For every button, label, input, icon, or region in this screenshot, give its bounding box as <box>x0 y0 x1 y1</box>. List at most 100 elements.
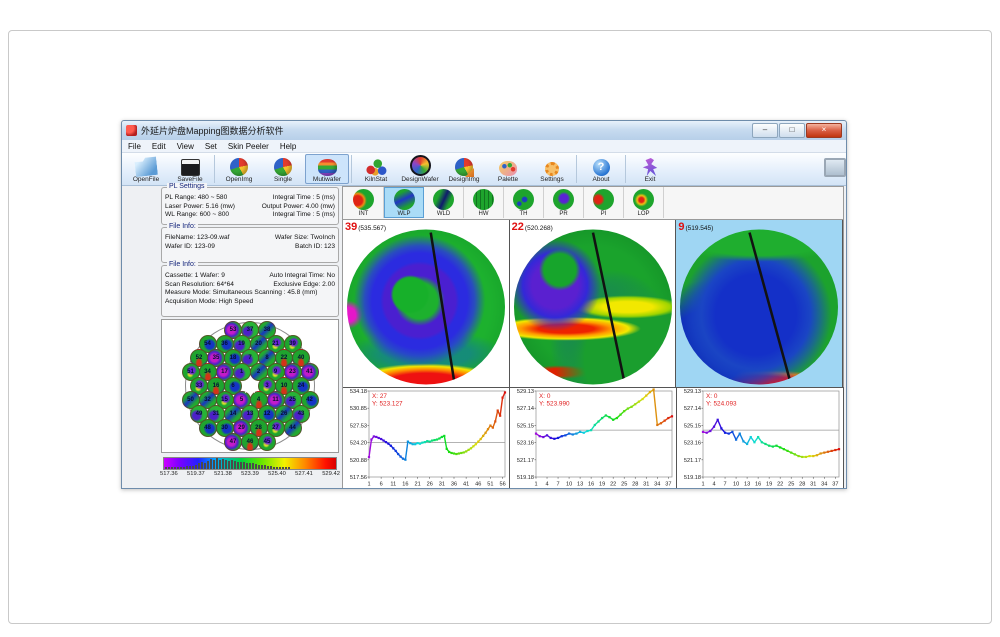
histogram-bar <box>252 463 254 469</box>
disk-wafer-47[interactable]: 47 <box>224 433 242 451</box>
svg-text:16: 16 <box>755 482 761 488</box>
file-info-label-right: Batch ID: 123 <box>295 242 335 250</box>
openfile-button[interactable]: OpenFile <box>124 154 168 184</box>
disk-wafer-46[interactable]: 46 <box>241 433 259 451</box>
disk-wafer-6[interactable]: 6 <box>224 377 242 395</box>
menu-bar: File Edit View Set Skin Peeler Help <box>122 140 846 153</box>
histogram-bar <box>219 460 221 469</box>
mutiwafer-button[interactable]: Mutiwafer <box>305 154 349 184</box>
tab-lop[interactable]: LOP <box>624 187 664 218</box>
openimg-button[interactable]: OpenImg <box>217 154 261 184</box>
tab-pi[interactable]: PI <box>584 187 624 218</box>
histogram-bar <box>246 463 248 469</box>
disk-wafer-38[interactable]: 38 <box>258 321 276 339</box>
color-scale-tick: 525.40 <box>268 471 286 477</box>
disk-wafer-12[interactable]: 12 <box>258 405 276 423</box>
histogram-bar <box>207 461 209 469</box>
tab-wld[interactable]: WLD <box>424 187 464 218</box>
exit-button[interactable]: Exit <box>628 154 672 184</box>
tab-wlp[interactable]: WLP <box>384 187 424 218</box>
tab-hw[interactable]: HW <box>464 187 504 218</box>
menu-item-file[interactable]: File <box>128 141 141 151</box>
single-button[interactable]: Single <box>261 154 305 184</box>
groupbox-title: PL Settings <box>167 183 207 190</box>
disk-wafer-48[interactable]: 48 <box>198 419 217 437</box>
svg-text:7: 7 <box>723 482 726 488</box>
line-chart-wafer-22[interactable]: 529.13 527.14 525.15 523.16 521.17 519.181 4 7 1… <box>510 388 677 488</box>
settings-button[interactable]: Settings <box>530 154 574 184</box>
pl-settings-groupbox: PL Settings PL Range: 480 ~ 580 Integral … <box>161 183 339 225</box>
svg-text:4: 4 <box>712 482 715 488</box>
kiln-disk-view[interactable]: 53 37 38 54 36 19 20 21 39 52 35 18 7 8 22 40 51 34 17 1 2 9 2… <box>161 319 339 453</box>
scan-info-label-left: Acquisition Mode: High Speed <box>165 297 254 305</box>
disk-wafer-42[interactable]: 42 <box>300 391 319 409</box>
disk-wafer-24[interactable]: 24 <box>292 377 310 395</box>
wafer-map-9[interactable]: 9 (519.545) <box>676 220 844 387</box>
disk-wafer-41[interactable]: 41 <box>300 363 319 381</box>
svg-text:31: 31 <box>810 482 816 488</box>
tab-th[interactable]: TH <box>504 187 544 218</box>
disk-wafer-37[interactable]: 37 <box>241 321 259 339</box>
histogram-bar <box>171 467 173 469</box>
svg-text:13: 13 <box>744 482 750 488</box>
wafer-map-22[interactable]: 22 (520.268) <box>509 220 677 387</box>
menu-item-help[interactable]: Help <box>279 141 297 151</box>
disk-wafer-53[interactable]: 53 <box>224 321 242 339</box>
disk-wafer-10[interactable]: 10 <box>275 377 293 395</box>
disk-row: 49 31 14 13 12 26 43 <box>190 405 310 423</box>
disk-wafer-43[interactable]: 43 <box>292 405 310 423</box>
close-button[interactable]: × <box>806 123 842 138</box>
color-scale-tick: 523.39 <box>241 471 259 477</box>
file-info-groupbox: File Info: FileName: 123-09.waf Wafer Siz… <box>161 223 339 263</box>
disk-wafer-18[interactable]: 18 <box>224 349 242 367</box>
pl-setting-label-left: Laser Power: 5.16 (mw) <box>165 202 235 210</box>
designimg-button[interactable]: DesignImg <box>442 154 486 184</box>
disk-wafer-39[interactable]: 39 <box>283 335 302 353</box>
histogram-bar <box>234 461 236 469</box>
file-info-row: Wafer ID: 123-09 Batch ID: 123 <box>165 243 335 252</box>
line-chart-wafer-9[interactable]: 529.13 527.14 525.15 523.16 521.17 519.181 4 7 1… <box>677 388 844 488</box>
disk-row: 52 35 18 7 8 22 40 <box>190 349 310 367</box>
cross-section-line <box>591 232 626 384</box>
histogram-bar <box>273 467 275 469</box>
about-button[interactable]: ? About <box>579 154 623 184</box>
tab-int[interactable]: INT <box>344 187 384 218</box>
file-info-label-left: FileName: 123-09.waf <box>165 234 230 241</box>
svg-text:19: 19 <box>599 482 605 488</box>
toolbar: OpenFile SaveFile OpenImg Single Mutiwafer Ki… <box>122 153 846 186</box>
toolbar-button-label: KilnStat <box>364 176 388 183</box>
designwafer-button[interactable]: DesignWafer <box>398 154 442 184</box>
groupbox-title: File Info: <box>167 261 198 268</box>
menu-item-skin-peeler[interactable]: Skin Peeler <box>227 141 269 151</box>
settings-icon <box>545 162 559 176</box>
monitor-icon[interactable] <box>824 158 846 177</box>
disk-wafer-14[interactable]: 14 <box>224 405 242 423</box>
svg-text:46: 46 <box>475 482 481 488</box>
histogram-bar <box>174 467 176 469</box>
svg-text:X: 0: X: 0 <box>539 393 551 400</box>
svg-text:527.53: 527.53 <box>350 423 367 429</box>
disk-wafer-40[interactable]: 40 <box>292 349 310 367</box>
menu-item-view[interactable]: View <box>176 141 194 151</box>
color-scale-tick: 519.37 <box>187 471 205 477</box>
minimize-button[interactable]: – <box>752 123 778 138</box>
menu-item-edit[interactable]: Edit <box>151 141 166 151</box>
maximize-button[interactable]: □ <box>779 123 805 138</box>
pl-setting-row: WL Range: 600 ~ 800 Integral Time : 5 (ms… <box>165 211 335 220</box>
palette-button[interactable]: Palette <box>486 154 530 184</box>
disk-wafer-44[interactable]: 44 <box>283 419 302 437</box>
title-bar[interactable]: 外延片炉盘Mapping图数据分析软件 – □ × <box>122 121 846 140</box>
savefile-button[interactable]: SaveFile <box>168 154 212 184</box>
disk-wafer-22[interactable]: 22 <box>275 349 293 367</box>
svg-text:16: 16 <box>402 482 408 488</box>
wafer-map-39[interactable]: 39 (535.567) <box>343 220 510 387</box>
app-window: 外延片炉盘Mapping图数据分析软件 – □ × File Edit View Se… <box>121 120 847 489</box>
toolbar-button-label: About <box>592 176 610 183</box>
tab-label: WLD <box>436 210 451 217</box>
tab-pr[interactable]: PR <box>544 187 584 218</box>
svg-text:36: 36 <box>451 482 457 488</box>
menu-item-set[interactable]: Set <box>204 141 217 151</box>
kilnstat-button[interactable]: KilnStat <box>354 154 398 184</box>
disk-wafer-45[interactable]: 45 <box>258 433 276 451</box>
